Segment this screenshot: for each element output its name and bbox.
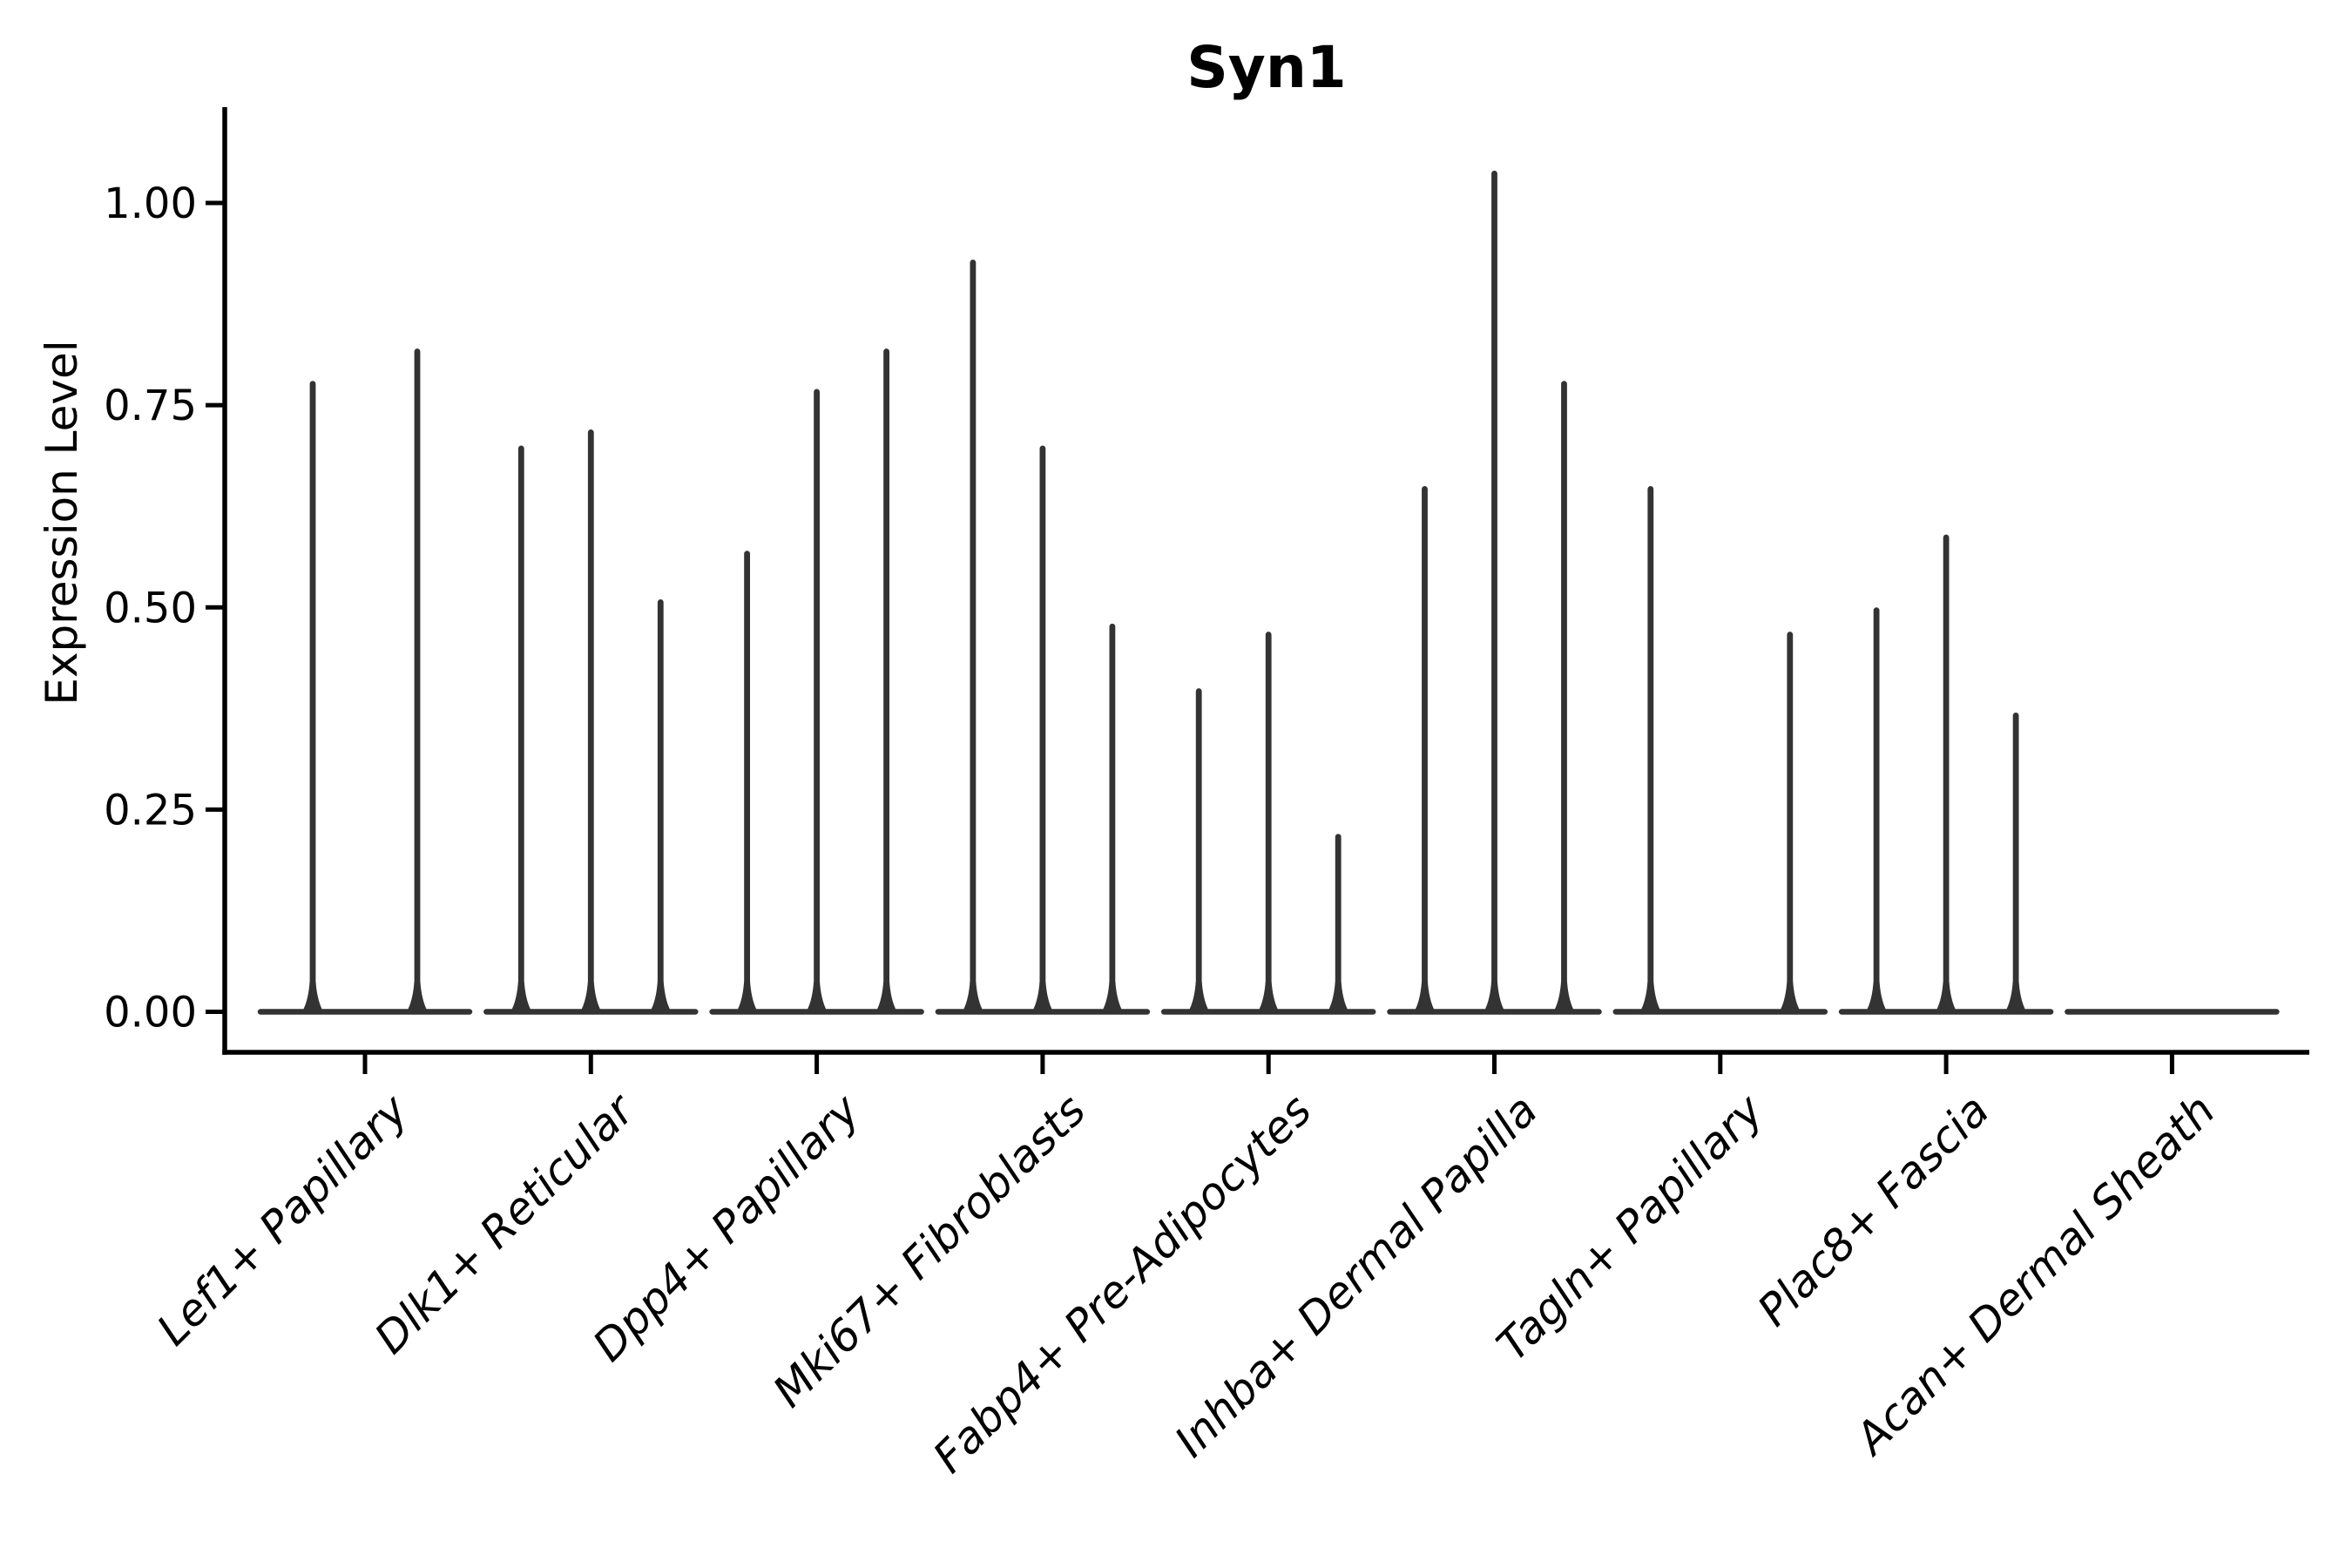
x-tick-label: Fabp4+ Pre-Adipocytes bbox=[923, 1085, 1321, 1483]
violin-needle bbox=[1413, 485, 1436, 1013]
violin-needle bbox=[579, 429, 603, 1013]
y-tick-label: 0.50 bbox=[104, 584, 197, 632]
y-tick-label: 0.75 bbox=[104, 382, 197, 430]
violin-needle bbox=[961, 259, 984, 1013]
violins-layer bbox=[257, 170, 2280, 1015]
violin-needle bbox=[1187, 688, 1211, 1013]
chart-title: Syn1 bbox=[1186, 34, 1346, 101]
violin-needle bbox=[649, 598, 672, 1013]
x-tick-label: Inhba+ Dermal Papilla bbox=[1166, 1085, 1547, 1466]
violin-needle bbox=[805, 389, 828, 1014]
x-tick-label: Plac8+ Fascia bbox=[1748, 1085, 1999, 1335]
violin-needle bbox=[1639, 485, 1662, 1013]
violin-needle bbox=[2004, 712, 2028, 1013]
violin-needle bbox=[1552, 381, 1576, 1013]
y-axis-label: Expression Level bbox=[37, 340, 87, 705]
x-tick-label: Acan+ Dermal Sheath bbox=[1844, 1085, 2225, 1465]
y-tick-label: 0.00 bbox=[104, 989, 197, 1037]
violin-needle bbox=[1257, 632, 1281, 1013]
y-tick-label: 1.00 bbox=[104, 179, 197, 228]
y-tick-label: 0.25 bbox=[104, 786, 197, 835]
violin-needle bbox=[1100, 623, 1124, 1013]
violin-needle bbox=[406, 348, 429, 1013]
violin-needle bbox=[1935, 534, 1958, 1013]
violin-needle bbox=[1031, 445, 1054, 1013]
violin-needle bbox=[301, 381, 324, 1013]
violin-needle bbox=[1327, 834, 1350, 1013]
violin-needle bbox=[510, 445, 533, 1013]
violin-needle bbox=[1865, 607, 1889, 1013]
violin-needle bbox=[1778, 632, 1801, 1013]
violin-needle bbox=[735, 551, 759, 1013]
violin-needle bbox=[1483, 170, 1506, 1013]
violin-needle bbox=[875, 348, 898, 1013]
